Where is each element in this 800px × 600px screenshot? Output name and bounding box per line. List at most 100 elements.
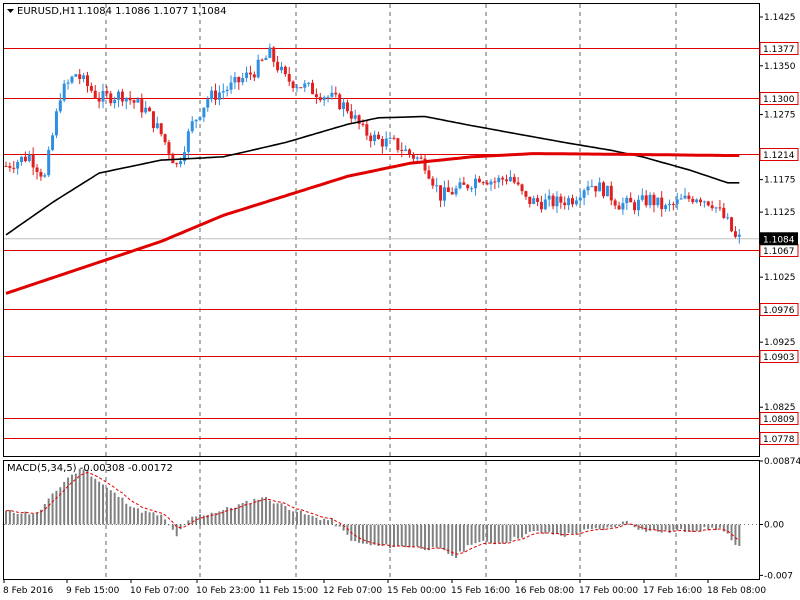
candle-body [159,123,163,135]
candle-body [477,178,481,183]
candle-body [427,170,431,179]
candle-body [245,72,249,79]
candle-body [361,123,365,125]
candle-body [117,91,121,100]
macd-bar [393,524,395,547]
candle-body [652,194,656,206]
dropdown-arrow-icon[interactable] [7,9,14,13]
candle-body [380,138,384,147]
macd-bar [261,497,264,525]
candle-body [151,111,155,129]
candle-body [217,92,221,100]
candle-body [276,61,280,71]
candle-body [512,176,516,183]
macd-bar [385,524,388,545]
candle-body [272,47,276,62]
candle-body [260,59,264,61]
candle-body [388,137,392,139]
level-tag [759,432,799,445]
macd-bar [288,509,291,525]
candle-body [582,190,586,198]
candle-body [664,205,668,210]
candle-body [485,182,489,185]
candle-body [710,205,714,209]
candle-body [551,195,555,207]
macd-bar [43,504,46,525]
macd-bar [24,511,27,525]
macd-bar [202,515,205,525]
candle-body [357,115,361,124]
macd-bar [400,524,403,547]
macd-bar [113,492,116,525]
macd-bar [315,517,318,525]
macd-bar [486,524,489,542]
macd-bar [183,524,186,526]
macd-bar [39,509,42,525]
macd-bar [691,524,694,533]
macd-bar [156,515,159,525]
candle-body [136,99,140,103]
candle-body [291,81,295,88]
macd-bar [703,524,706,528]
candle-body [559,196,563,203]
candle-body [330,92,334,97]
candle-body [97,97,101,102]
macd-bar [346,524,349,535]
macd-bar [233,507,236,525]
macd-bar [497,524,500,543]
macd-bar [416,524,419,547]
macd-bar [505,524,508,544]
candle-body [520,184,524,192]
macd-bar [199,514,201,525]
macd-bar [455,524,458,559]
candle-body [737,234,741,237]
candle-body [470,188,474,190]
level-label: 1.0976 [763,306,795,316]
macd-signal-line [5,471,740,555]
macd-bar [652,524,655,530]
macd-bar [404,524,407,548]
candle-body [171,153,175,164]
candle-body [369,135,373,142]
macd-bar [606,524,609,528]
candle-body [155,123,159,129]
macd-bar [618,524,621,527]
macd-bar [490,524,492,544]
candle-body [532,198,536,204]
candle-body [489,181,493,185]
macd-bar [656,524,659,532]
candle-body [594,185,598,192]
candle-body [528,196,532,204]
candle-body [4,165,8,167]
macd-bar [517,524,520,539]
level-label: 1.1300 [763,95,795,105]
candle-body [186,131,190,153]
candle-body [726,217,730,219]
candle-body [501,177,505,180]
macd-bar [649,524,652,531]
macd-bar [687,524,690,532]
macd-bar [552,524,555,535]
macd-bar [292,511,295,525]
macd-bar [594,524,597,529]
symbol-label: EURUSD,H1 [17,6,76,17]
candle-body [683,195,687,199]
macd-bar [431,524,434,547]
macd-bar [676,524,679,531]
candle-body [497,177,501,183]
candle-body [718,207,722,209]
candle-body [415,157,419,159]
macd-bar [86,469,89,525]
macd-bar [70,474,73,525]
macd-bar [47,498,50,525]
time-tick-label: 12 Feb 07:00 [323,586,382,596]
macd-bar [590,524,593,530]
candle-body [411,154,415,159]
candle-body [322,97,326,101]
macd-bar [711,524,714,528]
macd-bar [699,524,702,532]
candle-body [338,94,342,110]
candle-body [54,111,58,136]
macd-bar [245,500,248,525]
